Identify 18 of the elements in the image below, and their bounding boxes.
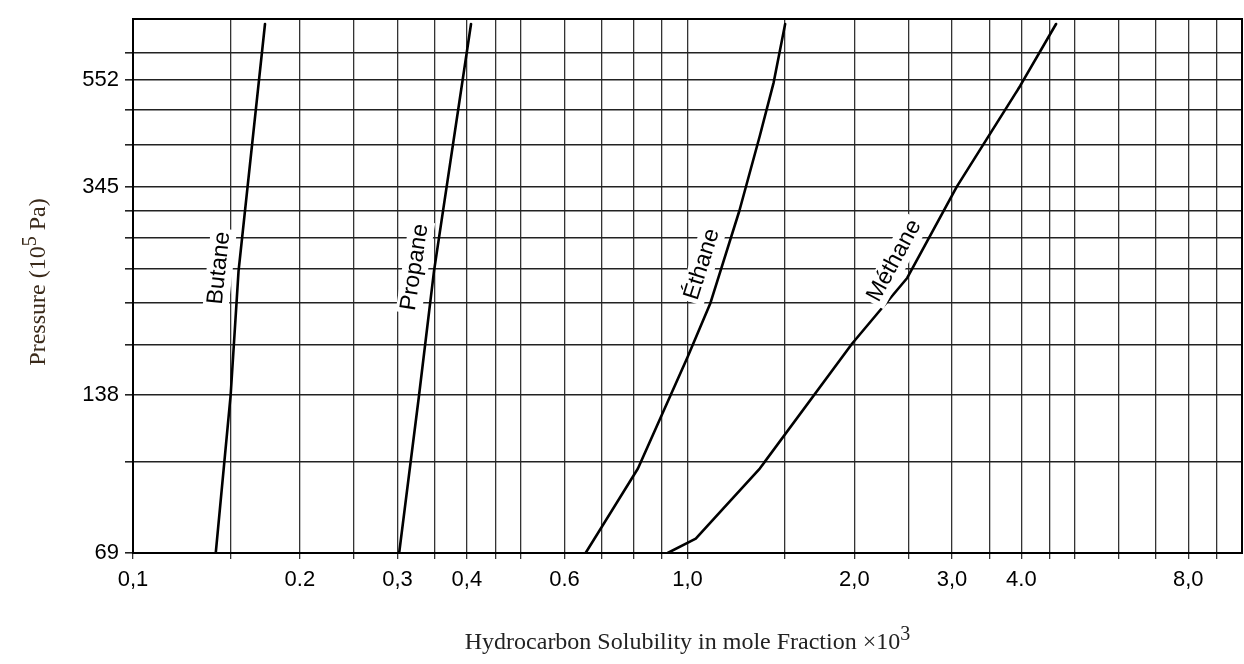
x-tick-label: 0,1 bbox=[117, 566, 149, 592]
text: Butane bbox=[200, 230, 235, 306]
x-tick-label: 2,0 bbox=[839, 566, 870, 592]
y-tick-label: 552 bbox=[82, 65, 119, 91]
y-tick-label: 69 bbox=[94, 539, 119, 565]
x-tick-label: 0.6 bbox=[549, 566, 580, 592]
y-tick-label: 345 bbox=[82, 172, 119, 198]
x-tick-label: 1,0 bbox=[672, 566, 703, 592]
x-tick-label: 4.0 bbox=[1006, 566, 1037, 592]
x-tick-label: 0,3 bbox=[382, 566, 413, 592]
text: Propane bbox=[393, 222, 433, 312]
y-tick-label: 138 bbox=[82, 381, 119, 407]
x-axis-title: Hydrocarbon Solubility in mole Fraction ×10$^{3}$ bbox=[463, 622, 912, 655]
x-tick-label: 8,0 bbox=[1172, 566, 1204, 592]
x-tick-label: 0.2 bbox=[284, 566, 316, 592]
x-tick-label: 3,0 bbox=[936, 566, 968, 592]
x-tick-label: 0,4 bbox=[451, 566, 483, 592]
text: Éthane bbox=[677, 225, 724, 303]
